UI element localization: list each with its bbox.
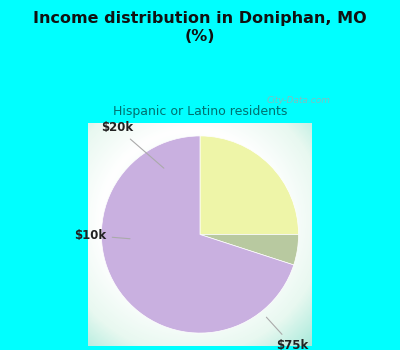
Text: $20k: $20k [102,121,164,168]
Text: Hispanic or Latino residents: Hispanic or Latino residents [113,105,287,118]
Wedge shape [102,136,294,333]
Text: City-Data.com: City-Data.com [266,96,330,105]
Text: $10k: $10k [74,229,130,242]
Circle shape [272,93,286,107]
Wedge shape [200,136,298,235]
Text: Income distribution in Doniphan, MO
(%): Income distribution in Doniphan, MO (%) [33,10,367,44]
Wedge shape [200,234,298,265]
Text: $75k: $75k [266,317,308,350]
